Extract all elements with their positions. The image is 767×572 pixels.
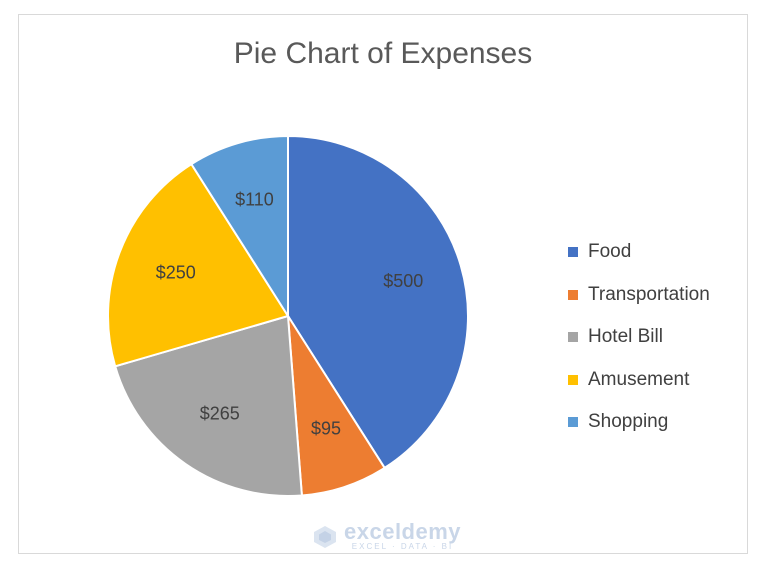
exceldemy-logo-icon — [314, 526, 336, 548]
chart-legend: Food Transportation Hotel Bill Amusement Sho… — [568, 231, 710, 444]
data-label-transportation: $95 — [311, 419, 341, 439]
legend-item-transportation: Transportation — [568, 274, 710, 317]
legend-swatch — [568, 247, 578, 258]
legend-label: Transportation — [588, 283, 710, 305]
legend-label: Amusement — [588, 368, 690, 390]
legend-item-amusement: Amusement — [568, 359, 710, 402]
legend-item-shopping: Shopping — [568, 401, 710, 444]
watermark-name: exceldemy — [344, 519, 462, 544]
legend-label: Hotel Bill — [588, 326, 663, 348]
chart-area: Pie Chart of Expenses $500 $95 $265 $250 $11… — [18, 14, 748, 554]
data-label-amusement: $250 — [156, 262, 196, 282]
legend-swatch — [568, 417, 578, 428]
legend-swatch — [568, 332, 578, 343]
pie-slice-shopping — [190, 134, 289, 320]
data-label-shopping: $110 — [235, 190, 274, 210]
pie-chart: $500 $95 $265 $250 $110 — [107, 134, 469, 497]
legend-swatch — [568, 374, 578, 385]
legend-label: Food — [588, 241, 632, 263]
data-label-food: $500 — [383, 271, 423, 291]
data-label-hotel-bill: $265 — [200, 403, 240, 423]
watermark: exceldemy EXCEL · DATA · BI — [312, 519, 462, 552]
legend-item-food: Food — [568, 231, 710, 274]
legend-item-hotel-bill: Hotel Bill — [568, 316, 710, 359]
legend-label: Shopping — [588, 411, 669, 433]
pie-slice-hotel-bill — [113, 314, 303, 497]
watermark-tagline: EXCEL · DATA · BI — [351, 542, 454, 551]
legend-swatch — [568, 289, 578, 300]
pie-slice-amusement — [107, 162, 290, 368]
chart-title: Pie Chart of Expenses — [233, 37, 533, 70]
